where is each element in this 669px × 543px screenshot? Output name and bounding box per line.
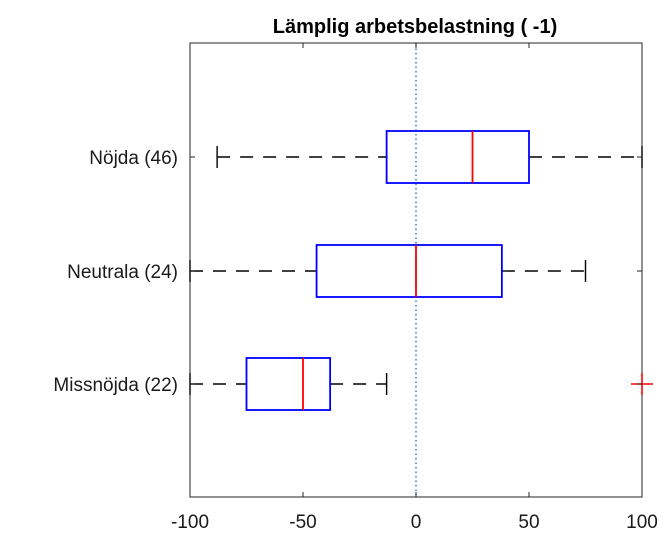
iqr-box [385,130,530,184]
iqr-box [315,244,503,298]
x-tick-label: 100 [626,512,658,533]
x-tick-label: -100 [171,512,209,533]
x-tick-label: 0 [411,512,422,533]
x-tick-label: 50 [518,512,539,533]
category-label: Missnöjda (22) [53,375,178,396]
x-tick-label: -50 [289,512,316,533]
box-group [216,130,643,184]
chart-title: Lämplig arbetsbelastning ( -1) [273,16,557,38]
iqr-box [245,357,332,411]
category-label: Neutrala (24) [67,262,178,283]
category-label: Nöjda (46) [89,148,178,169]
